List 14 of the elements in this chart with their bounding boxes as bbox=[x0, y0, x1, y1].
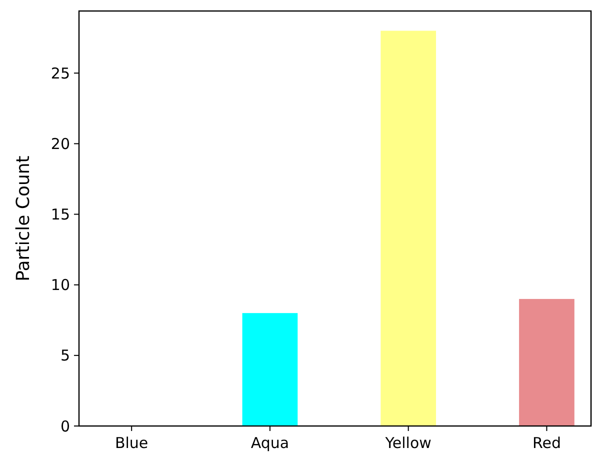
y-tick-label: 20 bbox=[50, 134, 70, 153]
y-axis-title: Particle Count bbox=[13, 156, 34, 282]
bar bbox=[242, 313, 298, 426]
x-tick-label: Yellow bbox=[384, 434, 432, 452]
y-tick-label: 10 bbox=[50, 276, 70, 294]
y-tick-label: 0 bbox=[60, 417, 70, 436]
x-tick-label: Red bbox=[532, 434, 561, 452]
bar bbox=[380, 30, 436, 426]
y-tick-label: 5 bbox=[60, 346, 70, 365]
y-tick-label: 25 bbox=[50, 64, 70, 82]
bar bbox=[519, 298, 574, 426]
x-tick-label: Aqua bbox=[250, 434, 290, 452]
y-tick-label: 15 bbox=[50, 206, 70, 224]
x-tick-label: Blue bbox=[114, 434, 148, 452]
